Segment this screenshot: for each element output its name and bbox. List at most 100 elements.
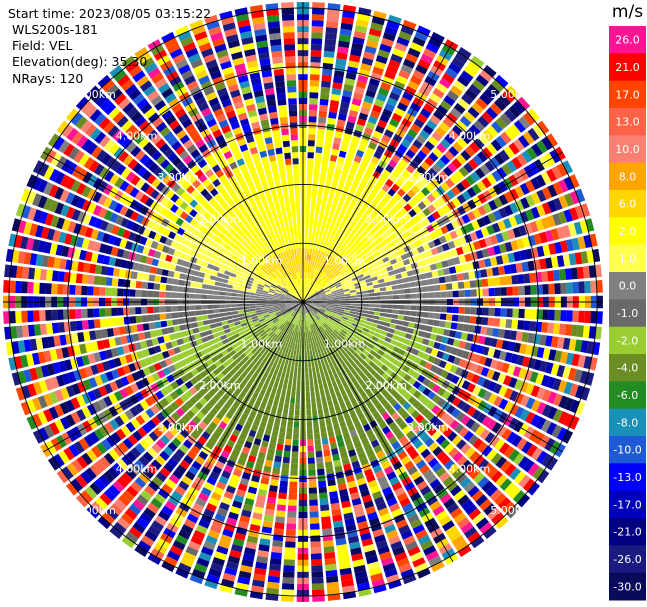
range-gate <box>330 230 337 237</box>
range-gate <box>269 485 278 493</box>
range-gate <box>373 380 381 389</box>
range-gate <box>449 330 457 338</box>
range-gate <box>336 370 343 378</box>
range-gate <box>464 342 472 351</box>
range-gate <box>372 319 379 324</box>
range-gate <box>406 405 416 415</box>
range-gate <box>318 309 325 314</box>
range-gate <box>525 180 536 193</box>
range-gate <box>499 113 512 126</box>
range-gate <box>443 427 453 438</box>
range-gate <box>382 108 393 118</box>
range-gate <box>237 303 244 307</box>
range-gate <box>154 275 162 283</box>
range-gate <box>504 241 513 252</box>
range-gate <box>309 517 320 524</box>
range-gate <box>390 280 398 286</box>
range-gate <box>338 294 345 298</box>
range-gate <box>376 236 384 244</box>
range-gate <box>45 269 53 281</box>
range-gate <box>539 360 548 373</box>
range-gate <box>310 547 322 554</box>
range-gate <box>322 285 329 290</box>
range-gate <box>220 282 228 288</box>
range-gate <box>463 65 478 78</box>
range-gate <box>303 325 306 332</box>
range-gate <box>423 48 437 59</box>
range-gate <box>541 322 549 333</box>
range-gate <box>207 304 214 309</box>
range-gate <box>348 250 355 257</box>
range-gate <box>569 399 580 414</box>
range-gate <box>403 58 416 69</box>
range-gate <box>410 287 417 293</box>
range-gate <box>424 156 435 167</box>
range-gate <box>405 445 416 455</box>
range-gate <box>334 365 340 373</box>
range-gate <box>569 207 579 221</box>
range-gate <box>309 300 315 302</box>
range-gate <box>475 250 484 260</box>
range-gate <box>391 334 399 341</box>
range-gate <box>518 367 527 379</box>
range-gate <box>378 316 386 322</box>
range-gate <box>321 159 329 167</box>
range-gate <box>353 381 361 389</box>
range-gate <box>326 299 333 302</box>
range-gate <box>213 286 221 291</box>
range-gate <box>422 387 432 397</box>
range-gate <box>347 318 354 323</box>
range-gate <box>318 365 324 372</box>
range-gate <box>517 274 525 284</box>
range-gate <box>440 225 449 235</box>
range-gate <box>350 336 358 342</box>
range-gate <box>360 343 367 350</box>
range-gate <box>291 451 299 458</box>
range-gate <box>379 481 390 491</box>
range-gate <box>360 283 368 288</box>
range-gate <box>51 270 59 282</box>
range-gate <box>313 307 320 311</box>
range-gate <box>358 370 365 378</box>
range-gate <box>22 266 30 279</box>
range-gate <box>404 294 411 299</box>
range-gate <box>290 463 298 470</box>
range-gate <box>336 314 343 318</box>
range-gate <box>444 150 455 161</box>
range-gate <box>432 277 440 285</box>
range-gate <box>337 310 344 314</box>
range-gate <box>569 415 580 430</box>
range-gate <box>112 327 120 336</box>
range-gate <box>398 69 411 80</box>
range-gate <box>464 447 476 459</box>
range-gate <box>325 329 331 336</box>
range-gate <box>177 292 184 299</box>
range-gate <box>337 156 345 164</box>
range-gate <box>303 284 305 290</box>
range-gate <box>306 284 309 291</box>
range-gate <box>477 115 490 128</box>
range-gate <box>417 350 425 359</box>
range-gate <box>214 317 222 323</box>
range-gate <box>309 379 314 386</box>
range-gate <box>443 329 451 337</box>
range-gate <box>495 456 507 469</box>
range-gate <box>190 316 197 323</box>
range-gate <box>485 484 498 497</box>
range-gate <box>429 263 437 271</box>
range-gate <box>352 36 365 45</box>
range-gate <box>373 215 381 224</box>
range-gate <box>231 311 238 315</box>
range-gate <box>512 308 519 318</box>
range-gate <box>311 403 317 410</box>
range-gate <box>377 248 385 255</box>
range-gate <box>475 365 484 375</box>
range-gate <box>391 314 399 319</box>
range-gate <box>290 367 294 374</box>
range-gate <box>405 333 413 340</box>
range-gate <box>444 321 452 329</box>
range-gate <box>345 322 352 328</box>
range-gate <box>585 372 595 386</box>
range-gate <box>309 505 319 512</box>
range-gate <box>439 77 452 89</box>
